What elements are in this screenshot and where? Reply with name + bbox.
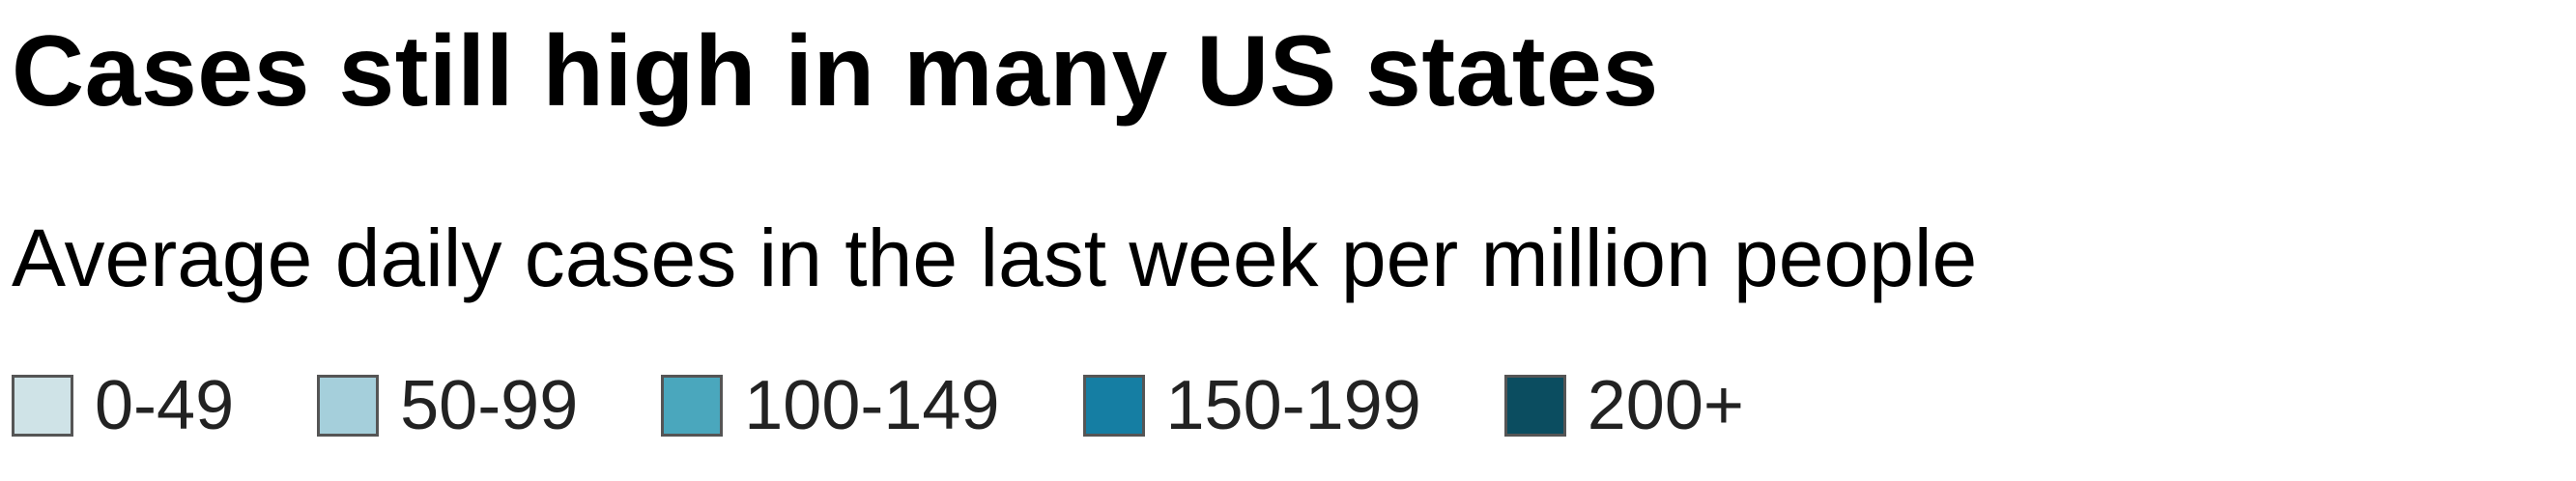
legend-swatch-50-99 (317, 375, 380, 437)
legend-swatch-100-149 (661, 375, 724, 437)
legend-item-200-plus: 200+ (1503, 367, 1744, 444)
legend-item-100-149: 100-149 (661, 367, 1000, 444)
legend-label-100-149: 100-149 (744, 367, 1000, 444)
legend: 0-49 50-99 100-149 150-199 200+ (12, 371, 1744, 440)
legend-label-200-plus: 200+ (1587, 367, 1744, 444)
chart-title: Cases still high in many US states (12, 15, 1659, 127)
legend-item-50-99: 50-99 (317, 371, 578, 440)
legend-swatch-200-plus (1503, 375, 1566, 437)
chart-subtitle: Average daily cases in the last week per… (12, 212, 1978, 303)
legend-label-50-99: 50-99 (400, 367, 579, 444)
legend-swatch-150-199 (1082, 375, 1145, 437)
legend-item-0-49: 0-49 (12, 371, 234, 440)
legend-label-150-199: 150-199 (1165, 367, 1421, 444)
legend-swatch-0-49 (12, 375, 73, 437)
legend-item-150-199: 150-199 (1082, 367, 1421, 444)
legend-label-0-49: 0-49 (95, 367, 235, 444)
